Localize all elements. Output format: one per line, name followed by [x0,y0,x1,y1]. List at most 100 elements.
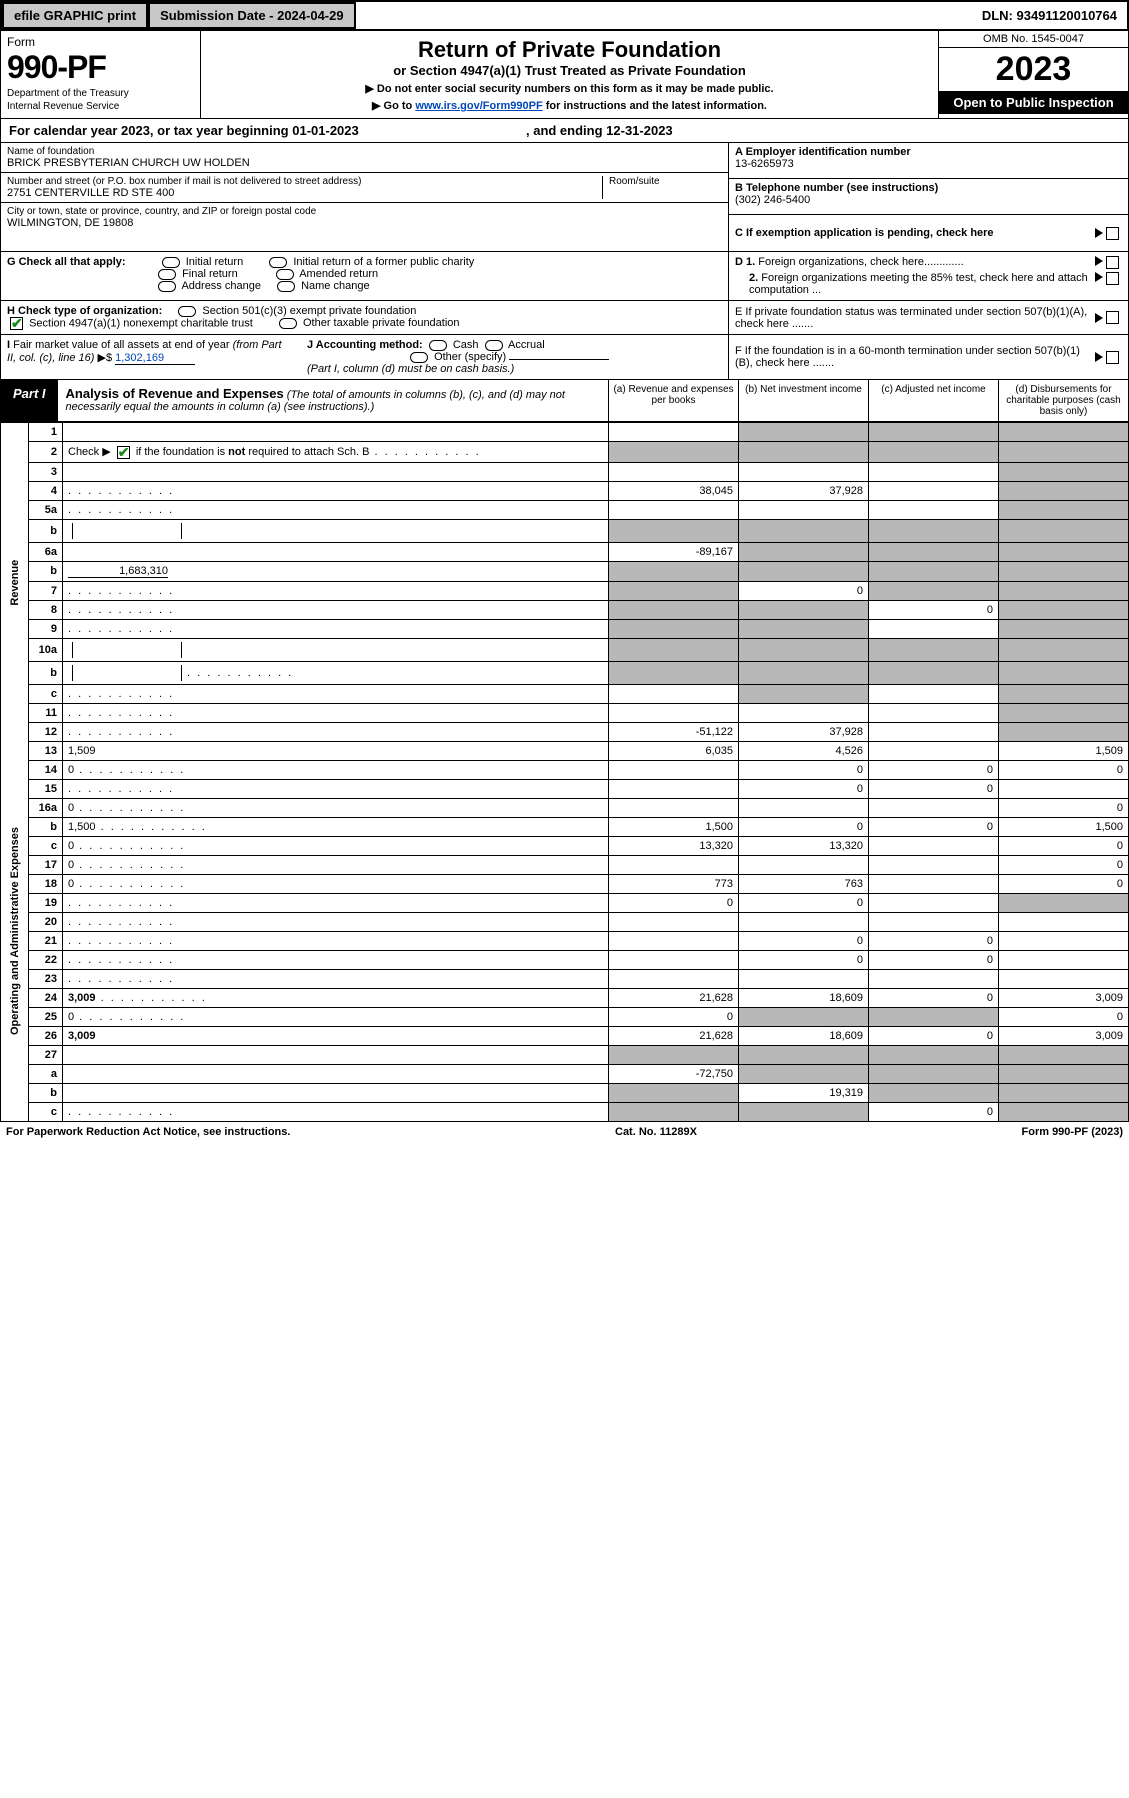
amount-col-a [609,703,739,722]
goto-pre: ▶ Go to [372,100,415,112]
g-amended[interactable] [276,269,294,280]
table-row: b 1,683,310 [1,561,1129,581]
schb-checkbox[interactable] [117,446,130,459]
line-number: 20 [29,912,63,931]
g-opt-1: Initial return of a former public charit… [293,256,474,268]
h-501c3[interactable] [178,306,196,317]
h-opt2: Section 4947(a)(1) nonexempt charitable … [29,317,253,329]
e-checkbox[interactable] [1106,311,1119,324]
amount-col-b [739,500,869,519]
form-title: Return of Private Foundation [207,37,932,63]
section-ij-f: I Fair market value of all assets at end… [0,335,1129,380]
j-label: J Accounting method: [307,339,423,351]
amount-col-d [999,481,1129,500]
j-cash[interactable] [429,340,447,351]
h-opt3: Other taxable private foundation [303,317,460,329]
table-row: 1500 [1,779,1129,798]
line-description [63,779,609,798]
amount-col-a [609,760,739,779]
amount-col-c [869,423,999,442]
amount-col-a: -51,122 [609,722,739,741]
amount-col-b [739,600,869,619]
amount-col-b [739,1102,869,1121]
table-row: 9 [1,619,1129,638]
table-row: 243,00921,62818,60903,009 [1,988,1129,1007]
amount-col-d: 0 [999,836,1129,855]
info-left: Name of foundation BRICK PRESBYTERIAN CH… [1,143,728,251]
line-description [63,703,609,722]
amount-col-a [609,855,739,874]
j-accrual[interactable] [485,340,503,351]
h-4947[interactable] [10,317,23,330]
amount-col-b [739,638,869,661]
line-description: 1,500 [63,817,609,836]
line-description [63,519,609,542]
amount-col-a: 1,500 [609,817,739,836]
line-number: 8 [29,600,63,619]
line-description: 1,683,310 [63,561,609,581]
table-row: c013,32013,3200 [1,836,1129,855]
amount-col-d: 3,009 [999,988,1129,1007]
line-number: b [29,519,63,542]
amount-col-d: 0 [999,855,1129,874]
line-description [63,722,609,741]
amount-col-d [999,1102,1129,1121]
amount-col-a [609,950,739,969]
amount-col-d [999,779,1129,798]
table-row: 1900 [1,893,1129,912]
line-description [63,950,609,969]
line-description: 3,009 [63,1026,609,1045]
efile-print-button[interactable]: efile GRAPHIC print [2,2,148,29]
line-description [63,912,609,931]
amount-col-b: 0 [739,760,869,779]
line-description [63,600,609,619]
d1-checkbox[interactable] [1106,256,1119,269]
amount-col-a [609,1083,739,1102]
amount-col-a [609,581,739,600]
line-description [63,481,609,500]
amount-col-d [999,423,1129,442]
g-opt-0: Initial return [186,256,243,268]
ij-section: I Fair market value of all assets at end… [1,335,728,379]
j-other[interactable] [410,352,428,363]
amount-col-a: 38,045 [609,481,739,500]
amount-col-c: 0 [869,950,999,969]
amount-col-b [739,423,869,442]
cal-end: 12-31-2023 [606,123,673,138]
table-row: b [1,519,1129,542]
amount-col-c [869,481,999,500]
amount-col-a [609,500,739,519]
table-row: b19,319 [1,1083,1129,1102]
g-final-return[interactable] [158,269,176,280]
amount-col-b [739,703,869,722]
line-number: 2 [29,442,63,463]
table-row: 5a [1,500,1129,519]
g-initial-former[interactable] [269,257,287,268]
amount-col-b: 0 [739,931,869,950]
amount-col-b [739,561,869,581]
h-other-taxable[interactable] [279,318,297,329]
g-address-change[interactable] [158,281,176,292]
footer-left: For Paperwork Reduction Act Notice, see … [6,1126,290,1138]
amount-col-c [869,462,999,481]
amount-col-d [999,619,1129,638]
d2-checkbox[interactable] [1106,272,1119,285]
line-description [63,638,609,661]
g-initial-return[interactable] [162,257,180,268]
form990pf-link[interactable]: www.irs.gov/Form990PF [415,100,542,112]
addr-label: Number and street (or P.O. box number if… [7,176,602,187]
amount-col-a [609,519,739,542]
amount-col-a: 6,035 [609,741,739,760]
c-checkbox[interactable] [1106,227,1119,240]
amount-col-a [609,969,739,988]
amount-col-c [869,912,999,931]
part1-desc: Analysis of Revenue and Expenses (The to… [58,380,608,421]
f-checkbox[interactable] [1106,351,1119,364]
table-row: b [1,661,1129,684]
line-number: 7 [29,581,63,600]
table-row: 25000 [1,1007,1129,1026]
table-row: a-72,750 [1,1064,1129,1083]
table-row: 80 [1,600,1129,619]
g-name-change[interactable] [277,281,295,292]
cal-mid: , and ending [526,123,606,138]
